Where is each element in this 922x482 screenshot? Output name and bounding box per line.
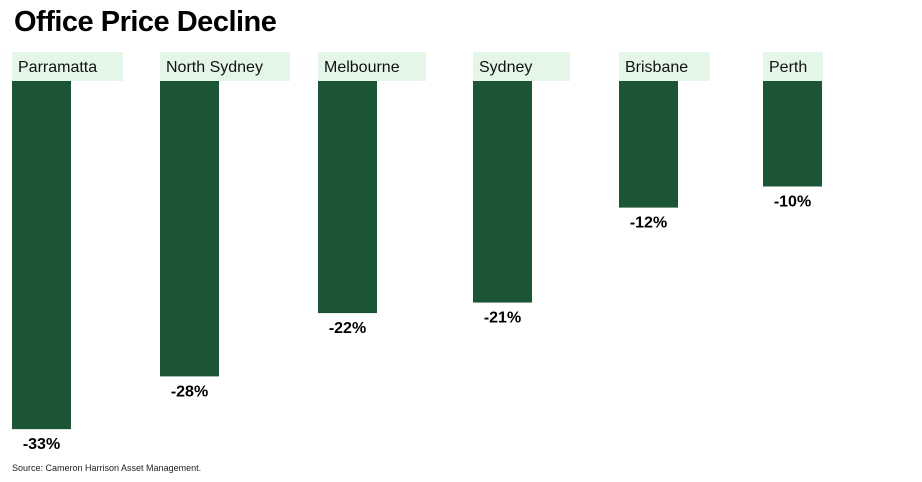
category-label-perth: Perth [769, 59, 807, 76]
category-label-bg-melbourne [318, 52, 426, 81]
category-label-bg-north-sydney [160, 52, 290, 81]
value-label-parramatta: -33% [23, 436, 60, 453]
bar-north-sydney [160, 81, 219, 377]
value-label-brisbane: -12% [630, 215, 667, 232]
category-label-melbourne: Melbourne [324, 59, 400, 76]
category-label-bg-sydney [473, 52, 570, 81]
category-label-bg-perth [763, 52, 823, 81]
category-label-brisbane: Brisbane [625, 59, 688, 76]
bar-sydney [473, 81, 532, 303]
source-note: Source: Cameron Harrison Asset Managemen… [12, 463, 202, 473]
value-label-melbourne: -22% [329, 320, 366, 337]
bar-perth [763, 81, 822, 187]
category-label-parramatta: Parramatta [18, 59, 97, 76]
bar-melbourne [318, 81, 377, 314]
value-label-perth: -10% [774, 194, 811, 211]
bar-brisbane [619, 81, 678, 208]
category-label-sydney: Sydney [479, 59, 532, 76]
category-label-bg-parramatta [12, 52, 123, 81]
value-label-north-sydney: -28% [171, 383, 208, 400]
category-label-bg-brisbane [619, 52, 710, 81]
chart-title: Office Price Decline [14, 6, 277, 38]
value-label-sydney: -21% [484, 310, 521, 327]
bar-parramatta [12, 81, 71, 430]
category-label-north-sydney: North Sydney [166, 59, 263, 76]
